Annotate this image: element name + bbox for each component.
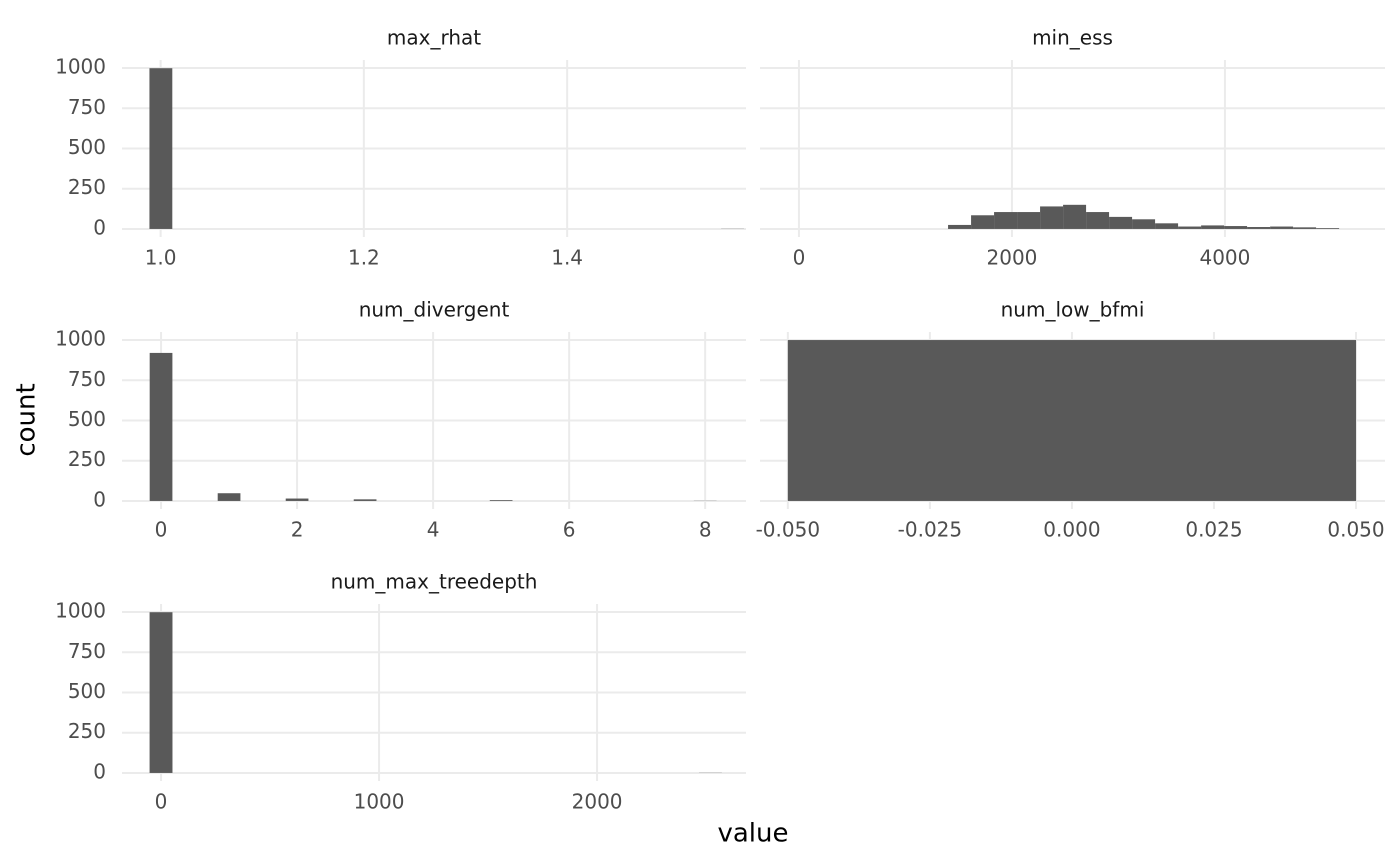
y-tick-label: 1000 <box>55 599 106 623</box>
histogram-bar <box>149 68 173 229</box>
y-tick-label: 750 <box>68 95 106 119</box>
y-tick-label: 500 <box>68 135 106 159</box>
histogram-bar <box>994 212 1018 229</box>
x-tick-label: 0.050 <box>1327 518 1384 542</box>
x-tick-label: 4000 <box>1199 246 1250 270</box>
y-tick-label: 750 <box>68 367 106 391</box>
facet: min_ess 0 2000 4000 <box>760 26 1385 270</box>
y-tick-label: 750 <box>68 639 106 663</box>
x-tick-label: 1.4 <box>551 246 583 270</box>
y-tick-label: 250 <box>68 175 106 199</box>
histogram-bar <box>489 500 513 501</box>
histogram-bar <box>1086 212 1110 229</box>
facet: num_divergent 0 250 500 750 1000 0 2 4 6 8 <box>55 298 746 542</box>
x-tick-label: 2000 <box>987 246 1038 270</box>
y-tick-label: 250 <box>68 447 106 471</box>
histogram-bar <box>1155 223 1179 229</box>
histogram-bar <box>971 215 995 229</box>
x-axis-title: value <box>717 819 788 849</box>
x-tick-label: 4 <box>427 518 440 542</box>
facet-title: num_divergent <box>359 298 510 322</box>
x-tick-label: 0 <box>793 246 806 270</box>
y-tick-label: 0 <box>93 215 106 239</box>
facet: num_low_bfmi -0.050 -0.025 0.000 0.025 0.050 <box>756 298 1385 542</box>
x-tick-label: 2000 <box>572 790 623 814</box>
histogram-bar <box>217 493 241 501</box>
histogram-bar <box>1063 204 1087 229</box>
x-tick-label: 0 <box>155 518 168 542</box>
histogram-bar <box>1040 206 1064 229</box>
histogram-bar <box>1178 226 1202 229</box>
x-tick-label: -0.025 <box>898 518 962 542</box>
facet-title: num_max_treedepth <box>331 570 538 594</box>
y-tick-label: 500 <box>68 679 106 703</box>
histogram-bar <box>787 340 1357 501</box>
x-tick-label: 1000 <box>354 790 405 814</box>
x-tick-label: 0.000 <box>1043 518 1100 542</box>
histogram-bar <box>149 352 173 501</box>
facet-title: min_ess <box>1032 26 1113 50</box>
histogram-bar <box>1316 228 1340 229</box>
histogram-bar <box>285 498 309 501</box>
histogram-bar <box>1293 227 1317 229</box>
y-tick-label: 250 <box>68 719 106 743</box>
histogram-bar <box>948 224 972 229</box>
x-tick-label: 1.2 <box>348 246 380 270</box>
y-tick-label: 1000 <box>55 327 106 351</box>
histogram-bar <box>1109 216 1133 229</box>
y-tick-label: 1000 <box>55 55 106 79</box>
x-tick-label: -0.050 <box>756 518 820 542</box>
x-tick-label: 2 <box>291 518 304 542</box>
histogram-bar <box>149 612 173 773</box>
histogram-bar <box>1132 219 1156 229</box>
y-axis-title: count <box>12 383 42 456</box>
histogram-bar <box>1270 226 1294 229</box>
y-tick-label: 0 <box>93 759 106 783</box>
facet-title: max_rhat <box>387 26 481 50</box>
x-tick-label: 0 <box>155 790 168 814</box>
histogram-bar <box>353 499 377 501</box>
x-tick-label: 8 <box>699 518 712 542</box>
x-tick-label: 0.025 <box>1185 518 1242 542</box>
histogram-bar <box>1017 212 1041 229</box>
histogram-bar <box>1247 227 1271 229</box>
facet-title: num_low_bfmi <box>1001 298 1145 322</box>
x-tick-label: 6 <box>563 518 576 542</box>
x-tick-label: 1.0 <box>145 246 177 270</box>
y-tick-label: 0 <box>93 487 106 511</box>
facet: num_max_treedepth 0 250 500 750 1000 0 1000 2000 <box>55 570 746 814</box>
histogram-bar <box>1201 225 1225 229</box>
y-tick-label: 500 <box>68 407 106 431</box>
histogram-bar <box>1224 226 1248 229</box>
facet: max_rhat 0 250 500 750 1000 1.0 1.2 1.4 <box>55 26 746 270</box>
